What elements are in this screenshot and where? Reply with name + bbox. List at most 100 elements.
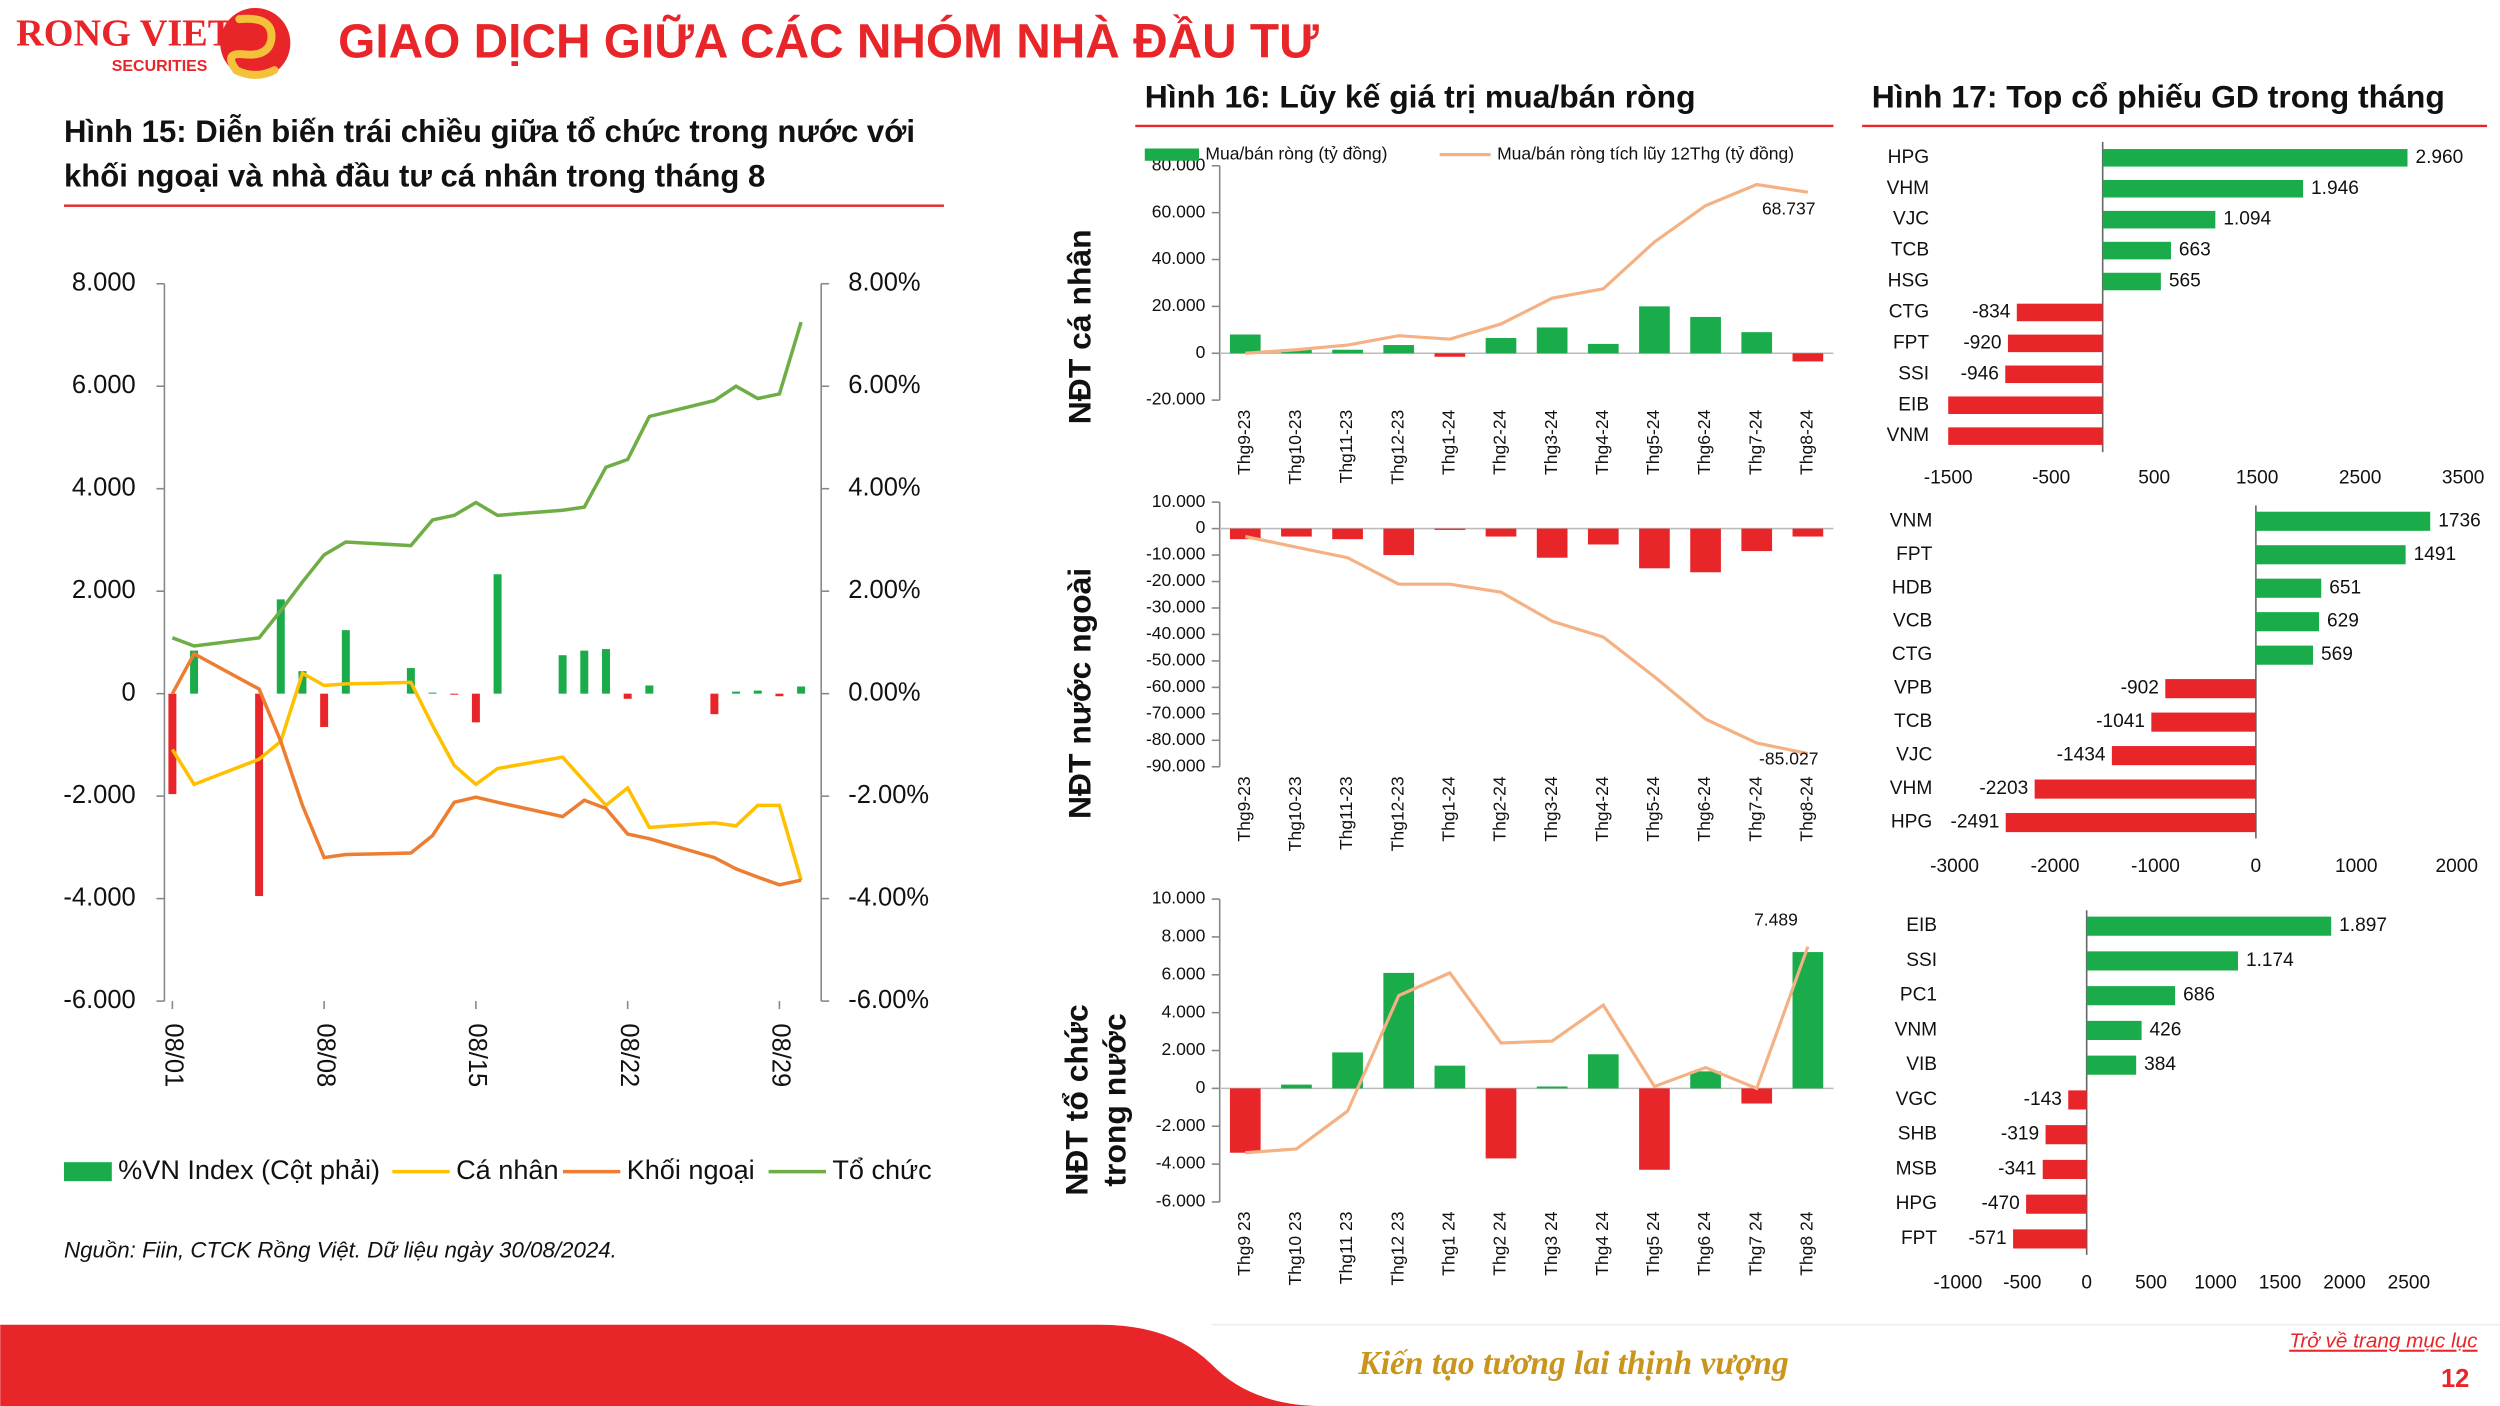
bar [1332,1052,1363,1089]
x-tick-label: Thg7-24 [1745,409,1765,474]
data-label: 651 [2329,577,2361,598]
data-label: 1.897 [2339,915,2387,936]
category-label: EIB [1898,394,1929,415]
x-tick-label: -1000 [1933,1272,1982,1293]
logo-subtext: SECURITIES [112,58,208,75]
x-tick-label: 0 [2251,856,2262,877]
x-tick-label: 08/22 [615,1023,643,1087]
data-label: 2.960 [2415,147,2463,168]
line [171,321,803,648]
bar [1281,1084,1312,1089]
data-label: -341 [1998,1158,2036,1179]
x-tick-label: -500 [2032,467,2070,488]
page-title: GIAO DỊCH GIỮA CÁC NHÓM NHÀ ĐẦU TƯ [338,13,1319,68]
x-tick-label: 2500 [2388,1272,2431,1293]
x-tick-label: Thg10 23 [1285,1212,1305,1286]
bar [2034,779,2256,799]
x-tick-label: Thg5 24 [1643,1211,1663,1276]
bar [2255,578,2322,598]
x-tick-label: 2000 [2323,1272,2366,1293]
bar [190,650,199,694]
bar [1229,334,1261,354]
y-tick-label: 2.000 [72,576,136,604]
bar [1948,396,2103,414]
category-label: SSI [1906,950,1937,971]
x-tick-label: Thg12 23 [1387,1212,1407,1286]
x-tick-label: 1000 [2194,1272,2237,1293]
bar [1639,1088,1670,1170]
category-label: PC1 [1900,985,1937,1006]
bar [2165,679,2256,699]
category-label: FPT [1896,544,1932,565]
data-label: -902 [2121,678,2159,699]
legend-swatch [1144,148,1199,161]
x-tick-label: -1000 [2131,856,2180,877]
bar [1741,332,1773,354]
category-label: VNM [1895,1019,1937,1040]
bar [1229,528,1261,540]
x-tick-label: Thg2-24 [1490,409,1510,474]
bar [1434,1065,1466,1089]
x-tick-label: Thg11 23 [1336,1212,1356,1285]
data-label: 1.094 [2223,209,2271,230]
y-tick-label: 10.000 [1152,888,1206,908]
x-tick-label: Thg4-24 [1592,776,1612,841]
x-tick-label: Thg1-24 [1438,409,1458,474]
x-tick-label: Thg8-24 [1796,776,1816,841]
bar [1485,528,1517,537]
bar [2026,1194,2087,1214]
source-note: Nguồn: Fiin, CTCK Rồng Việt. Dữ liệu ngà… [64,1237,617,1262]
x-tick-label: Thg10-23 [1285,776,1305,851]
y2-tick-label: 2.00% [848,576,920,604]
x-tick-label: Thg2 24 [1490,1211,1510,1276]
category-label: VHM [1887,178,1929,199]
data-label: 565 [2169,271,2201,292]
line [1244,534,1809,756]
bar [1690,528,1721,573]
y2-tick-label: 0.00% [848,678,920,706]
y-label-box: NĐT tổ chức trong nước [1060,1004,1133,1195]
logo-text: RONG VIET [16,12,233,54]
data-label: -1041 [2096,711,2145,732]
y-tick-label: -60.000 [1146,676,1206,696]
bar [255,693,264,897]
bar [558,655,567,694]
y-tick-label: -50.000 [1146,650,1206,670]
y-tick-label: 4.000 [1162,1001,1206,1021]
data-label: -85.027 [1759,749,1818,769]
y-label-box: NĐT cá nhân [1063,229,1098,424]
x-tick-label: 500 [2135,1272,2167,1293]
bar [1434,528,1466,530]
y-tick-label: -40.000 [1146,623,1206,643]
x-tick-label: 2500 [2339,467,2382,488]
bar [168,693,177,795]
bar [1792,353,1824,362]
x-tick-label: 1500 [2236,467,2279,488]
category-label: MSB [1896,1158,1937,1179]
bar [623,693,632,699]
y-axis-label: NĐT nước ngoài [1062,567,1098,820]
bar [1587,1054,1619,1089]
bar [1383,345,1415,354]
y-tick-label: 10.000 [1152,491,1206,511]
bar [2102,241,2171,260]
page-number: 12 [2441,1365,2469,1393]
x-tick-label: Thg3-24 [1541,776,1561,841]
bar [341,630,350,694]
data-label: -920 [1963,332,2001,353]
y-tick-label: -4.000 [1156,1153,1206,1173]
bar [1281,528,1312,537]
y2-tick-label: 6.00% [848,371,920,399]
x-tick-label: 500 [2138,467,2170,488]
data-label: 384 [2144,1054,2176,1075]
figure-15-title-box: Hình 15: Diễn biến trái chiều giữa tổ ch… [64,115,915,195]
data-label: 686 [2183,985,2215,1006]
data-label: -571 [1968,1228,2006,1249]
category-label: FPT [1893,332,1929,353]
y2-tick-label: 8.00% [848,268,920,296]
line [170,651,802,887]
category-label: VCB [1893,611,1932,632]
bar [1639,306,1670,354]
figure-title: Hình 17: Top cổ phiếu GD trong tháng [1872,78,2445,114]
toc-link[interactable]: Trở về trang mục lục [2289,1330,2478,1353]
